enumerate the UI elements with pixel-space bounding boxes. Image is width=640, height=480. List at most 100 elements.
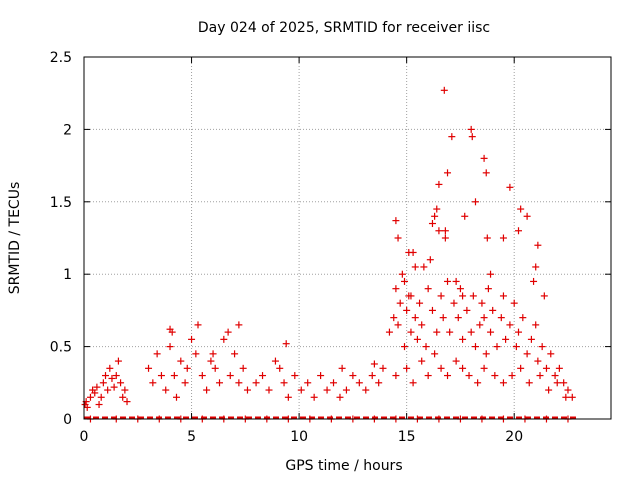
data-point — [499, 292, 507, 300]
data-point — [444, 277, 452, 285]
data-point — [435, 180, 443, 188]
data-point — [474, 379, 482, 387]
data-point — [177, 357, 185, 365]
data-point — [454, 314, 462, 322]
data-point — [390, 314, 398, 322]
data-point — [203, 386, 211, 394]
data-point — [149, 379, 157, 387]
data-point — [553, 379, 561, 387]
data-point — [330, 379, 338, 387]
data-point — [506, 321, 514, 329]
data-point — [181, 379, 189, 387]
data-point — [121, 386, 129, 394]
data-point — [392, 285, 400, 293]
data-point — [506, 183, 514, 191]
data-point — [483, 234, 491, 242]
data-point — [469, 292, 477, 300]
y-axis-label: SRMTID / TECUs — [7, 182, 23, 295]
data-point — [405, 248, 413, 256]
data-point — [487, 270, 495, 278]
data-point — [437, 292, 445, 300]
data-point — [407, 328, 415, 336]
data-point — [153, 350, 161, 358]
data-point — [428, 220, 436, 228]
data-point — [433, 205, 441, 213]
data-point — [465, 372, 473, 380]
data-point — [99, 379, 107, 387]
data-point — [112, 372, 120, 380]
data-point — [355, 379, 363, 387]
data-points — [81, 86, 577, 423]
data-point — [444, 169, 452, 177]
data-point — [530, 277, 538, 285]
data-point — [424, 285, 432, 293]
data-point — [407, 292, 415, 300]
data-point — [172, 393, 180, 401]
data-point — [471, 343, 479, 351]
data-point — [392, 372, 400, 380]
data-point — [532, 321, 540, 329]
data-point — [545, 386, 553, 394]
data-point — [183, 364, 191, 372]
data-point — [209, 350, 217, 358]
data-point — [411, 314, 419, 322]
chart-title: Day 024 of 2025, SRMTID for receiver iis… — [198, 20, 490, 36]
data-point — [525, 379, 533, 387]
data-point — [95, 401, 103, 409]
data-point — [379, 364, 387, 372]
data-point — [450, 299, 458, 307]
data-point — [317, 372, 325, 380]
data-point — [342, 386, 350, 394]
x-axis-label: GPS time / hours — [285, 458, 402, 474]
data-point — [336, 393, 344, 401]
data-point — [338, 364, 346, 372]
data-point — [560, 379, 568, 387]
data-point — [523, 350, 531, 358]
grid-lines — [84, 57, 611, 419]
data-point — [515, 227, 523, 235]
axis-ticks: 0 5 10 15 20 0 0.5 1 1.5 2 2.5 — [50, 50, 611, 445]
data-point — [426, 256, 434, 264]
data-point — [424, 372, 432, 380]
data-point — [83, 403, 91, 411]
data-point — [534, 241, 542, 249]
y-tick-label: 2 — [63, 122, 72, 138]
data-point — [508, 372, 516, 380]
data-point — [433, 328, 441, 336]
x-tick-label: 20 — [505, 429, 523, 445]
data-point — [86, 393, 94, 401]
data-point — [239, 364, 247, 372]
data-point — [527, 335, 535, 343]
data-point — [114, 357, 122, 365]
data-point — [452, 277, 460, 285]
data-point — [284, 393, 292, 401]
data-point — [276, 364, 284, 372]
data-point — [304, 379, 312, 387]
x-tick-label: 0 — [80, 429, 89, 445]
data-point — [162, 386, 170, 394]
data-point — [170, 372, 178, 380]
data-point — [542, 364, 550, 372]
data-point — [517, 205, 525, 213]
y-tick-label: 0.5 — [50, 340, 72, 356]
data-point — [489, 306, 497, 314]
data-point — [471, 198, 479, 206]
data-point — [499, 234, 507, 242]
data-point — [411, 263, 419, 271]
data-point — [499, 379, 507, 387]
data-point — [476, 321, 484, 329]
data-point — [418, 357, 426, 365]
data-point — [392, 217, 400, 225]
data-point — [482, 169, 490, 177]
data-point — [493, 343, 501, 351]
data-point — [224, 328, 232, 336]
data-point — [540, 292, 548, 300]
data-point — [568, 393, 576, 401]
data-point — [484, 285, 492, 293]
data-point — [106, 364, 114, 372]
data-point — [401, 277, 409, 285]
data-point — [235, 321, 243, 329]
data-point — [538, 343, 546, 351]
y-tick-label: 2.5 — [50, 50, 72, 66]
